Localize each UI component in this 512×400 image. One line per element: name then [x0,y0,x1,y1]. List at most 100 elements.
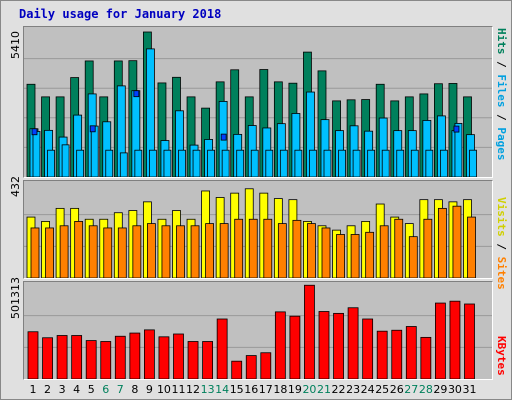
kbytes-bar [260,352,272,379]
day-label: 26 [389,383,404,396]
kbytes-bar [318,311,330,379]
sites-bar [132,225,142,278]
pages-bar [309,149,317,177]
pages-bar [90,125,99,177]
pages-bar [221,149,230,177]
pages-bar [192,149,201,177]
legend-sep1: / [495,107,508,128]
chart-title: Daily usage for January 2018 [19,7,222,21]
pages-bar [250,149,259,177]
kbytes-bar [376,330,388,379]
day-label: 20 [302,383,317,396]
pages-bar [32,131,41,177]
kbytes-bar [42,337,53,379]
pages-bar [323,149,332,177]
pages-bar [163,149,172,177]
kbytes-bar [420,336,432,379]
sites-bar [88,225,98,278]
kbytes-bar [187,341,199,379]
pages-bar [134,149,143,177]
day-label: 12 [186,383,201,396]
day-label: 18 [273,383,288,396]
legend-hits: Hits [495,28,508,55]
sites-bar [307,223,316,278]
kbytes-bar [274,311,286,379]
hits-bar [259,69,269,177]
sites-bar [423,218,433,278]
day-label: 1 [29,383,37,396]
kbytes-bar [231,360,243,379]
sites-bar [379,225,389,278]
pages-bar [76,149,85,177]
sites-bar [277,223,287,278]
sites-bar [452,205,462,278]
kbytes-bar [114,335,126,379]
sites-bar [45,227,54,278]
sites-bar [408,236,418,278]
day-label: 27 [404,383,419,396]
legend-sep2: / [495,54,508,75]
day-label: 3 [58,383,66,396]
sites-bar [234,218,244,278]
kbytes-bar [100,341,112,379]
kbytes-bar [464,303,475,379]
pages-marker [220,133,227,141]
kbytes-bar [71,335,83,379]
pages-bar [381,149,390,177]
pages-bar [439,149,448,177]
pages-bar [207,149,216,177]
day-label: 14 [215,383,230,396]
sites-bar [321,227,331,278]
pages-bar [236,149,245,177]
day-label: 17 [258,383,273,396]
day-label: 28 [418,383,433,396]
pages-bar [352,149,361,177]
visits-sites-panel [23,180,493,279]
sites-bar [117,227,127,278]
sites-bar [350,234,360,278]
day-label: 6 [102,383,110,396]
kbytes-bar [144,329,155,379]
sites-bar [59,225,69,278]
files-bar [175,110,184,177]
pages-bar [410,149,419,177]
day-label: 7 [116,383,124,396]
pages-bar [178,149,186,177]
day-label: 2 [44,383,52,396]
day-label: 24 [360,383,375,396]
pages-bar [396,149,405,177]
day-label: 31 [462,383,477,396]
sites-bar [74,221,84,278]
kbytes-bar [202,341,214,379]
pages-bar [61,144,70,177]
files-bar [422,120,432,177]
sites-bar [147,223,156,278]
pages-marker [31,128,38,136]
bot-legend: KBytes [495,336,508,376]
day-label: 23 [346,383,361,396]
bot-max-label: 501313 [9,277,22,319]
files-bar [146,48,155,177]
sites-bar [103,227,113,278]
pages-bar [149,149,157,177]
sites-bar [205,223,215,278]
day-label: 16 [244,383,259,396]
sites-bar [161,225,171,278]
legend-files: Files [495,74,508,108]
sites-bar [467,216,476,278]
legend-pages: Pages [495,127,508,161]
day-label: 29 [433,383,448,396]
kbytes-bar [85,340,97,379]
sites-bar [437,207,447,278]
hits-files-pages-chart [24,31,492,177]
sites-bar [219,223,229,278]
pages-marker [453,125,460,133]
kbytes-bar [362,318,374,379]
pages-bar [425,149,434,177]
kbytes-chart [24,284,492,379]
legend-kbytes: KBytes [495,336,508,376]
files-bar [306,91,315,177]
hits-files-pages-panel [23,26,493,178]
sites-bar [30,227,40,278]
kbytes-bar [129,332,141,379]
